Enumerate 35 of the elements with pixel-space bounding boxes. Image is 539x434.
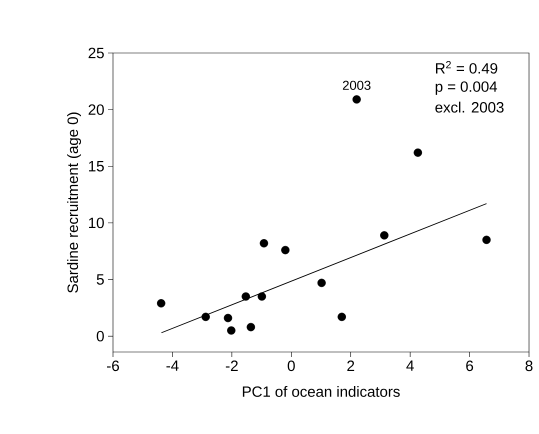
point	[380, 231, 388, 240]
y-axis-title: Sardine recruitment (age 0)	[67, 112, 82, 293]
x-tick-label: -2	[226, 360, 238, 371]
x-tick-label: 0	[288, 360, 295, 372]
point	[156, 299, 166, 308]
x-tick-label: -6	[107, 360, 119, 372]
point	[317, 278, 326, 288]
point	[202, 312, 210, 322]
x-tick-label: 8	[526, 360, 533, 372]
point	[352, 95, 361, 104]
x-axis-title: PC1 of ocean indicators	[242, 386, 400, 397]
x-tick-label: -4	[166, 360, 179, 371]
x-tick-label: 2	[347, 360, 354, 371]
point	[242, 292, 250, 301]
point	[246, 322, 256, 332]
point	[227, 326, 236, 335]
point	[482, 236, 491, 244]
point	[258, 292, 266, 301]
point	[281, 246, 290, 254]
y-tick-label: 20	[88, 104, 104, 115]
x-tick-label: 4	[406, 360, 414, 371]
point	[414, 148, 422, 157]
y-tick-label: 10	[89, 218, 104, 228]
annotation: p = 0.004	[436, 81, 498, 95]
y-tick-label: 0	[96, 330, 104, 342]
y-tick-label: 25	[88, 48, 104, 58]
annotation: 2003	[342, 80, 371, 90]
annotation: excl. 2003	[435, 102, 504, 113]
point	[224, 314, 232, 322]
point	[338, 312, 346, 322]
annotation: R$^{2}$ = 0.49	[436, 61, 498, 74]
y-tick-label: 15	[89, 161, 104, 172]
x-tick-label: 6	[466, 360, 474, 372]
point	[260, 239, 268, 248]
y-tick-label: 5	[96, 274, 104, 285]
